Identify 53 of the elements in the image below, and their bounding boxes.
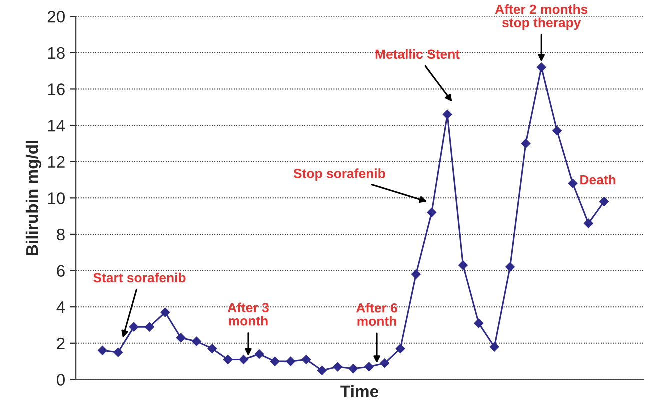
point bbox=[521, 138, 531, 149]
point bbox=[317, 366, 328, 376]
annotation: After 2 months stop therapy bbox=[495, 4, 588, 30]
point bbox=[426, 208, 437, 218]
point bbox=[144, 322, 155, 332]
y-tick-label: 4 bbox=[56, 302, 66, 314]
point bbox=[223, 354, 234, 365]
point bbox=[286, 356, 296, 366]
point bbox=[113, 348, 124, 358]
point bbox=[442, 110, 452, 120]
annotation: After 6 month bbox=[356, 303, 398, 326]
point bbox=[208, 344, 218, 354]
y-tick-label: 8 bbox=[57, 228, 65, 241]
annotation: After 3 month bbox=[228, 302, 269, 326]
annotation: Stop sorafenib bbox=[294, 168, 386, 181]
point bbox=[98, 346, 108, 356]
annotation: Metallic Stent bbox=[376, 49, 460, 60]
x-axis-title: Time bbox=[340, 385, 379, 398]
point bbox=[490, 342, 500, 352]
point bbox=[302, 354, 312, 365]
point bbox=[536, 62, 547, 72]
point bbox=[474, 318, 484, 328]
y-tick-label: 10 bbox=[48, 192, 65, 204]
point bbox=[238, 354, 249, 365]
point bbox=[505, 262, 516, 272]
point bbox=[270, 356, 280, 366]
point bbox=[584, 218, 594, 228]
point bbox=[599, 196, 610, 207]
point bbox=[160, 308, 170, 318]
y-tick-label: 12 bbox=[48, 156, 65, 168]
point bbox=[568, 178, 578, 189]
point bbox=[176, 333, 186, 343]
y-tick-label: 0 bbox=[57, 374, 65, 386]
y-tick-label: 6 bbox=[57, 265, 65, 277]
point bbox=[364, 362, 374, 372]
point bbox=[332, 362, 343, 372]
point bbox=[552, 126, 562, 136]
point bbox=[411, 270, 422, 280]
point bbox=[458, 260, 468, 270]
point bbox=[254, 349, 264, 360]
y-tick-label: 16 bbox=[48, 84, 65, 96]
y-tick-label: 20 bbox=[48, 11, 65, 23]
point bbox=[396, 344, 406, 354]
point bbox=[348, 364, 358, 374]
annotation: Death bbox=[580, 174, 616, 185]
y-axis-title: Bilirubin mg/dl bbox=[26, 141, 42, 256]
annotation: Start sorafenib bbox=[94, 272, 186, 283]
point bbox=[129, 322, 139, 332]
point bbox=[192, 336, 202, 347]
point bbox=[380, 358, 390, 368]
y-tick-label: 18 bbox=[48, 47, 65, 60]
y-tick-label: 14 bbox=[48, 120, 66, 132]
y-tick-label: 2 bbox=[57, 338, 65, 350]
